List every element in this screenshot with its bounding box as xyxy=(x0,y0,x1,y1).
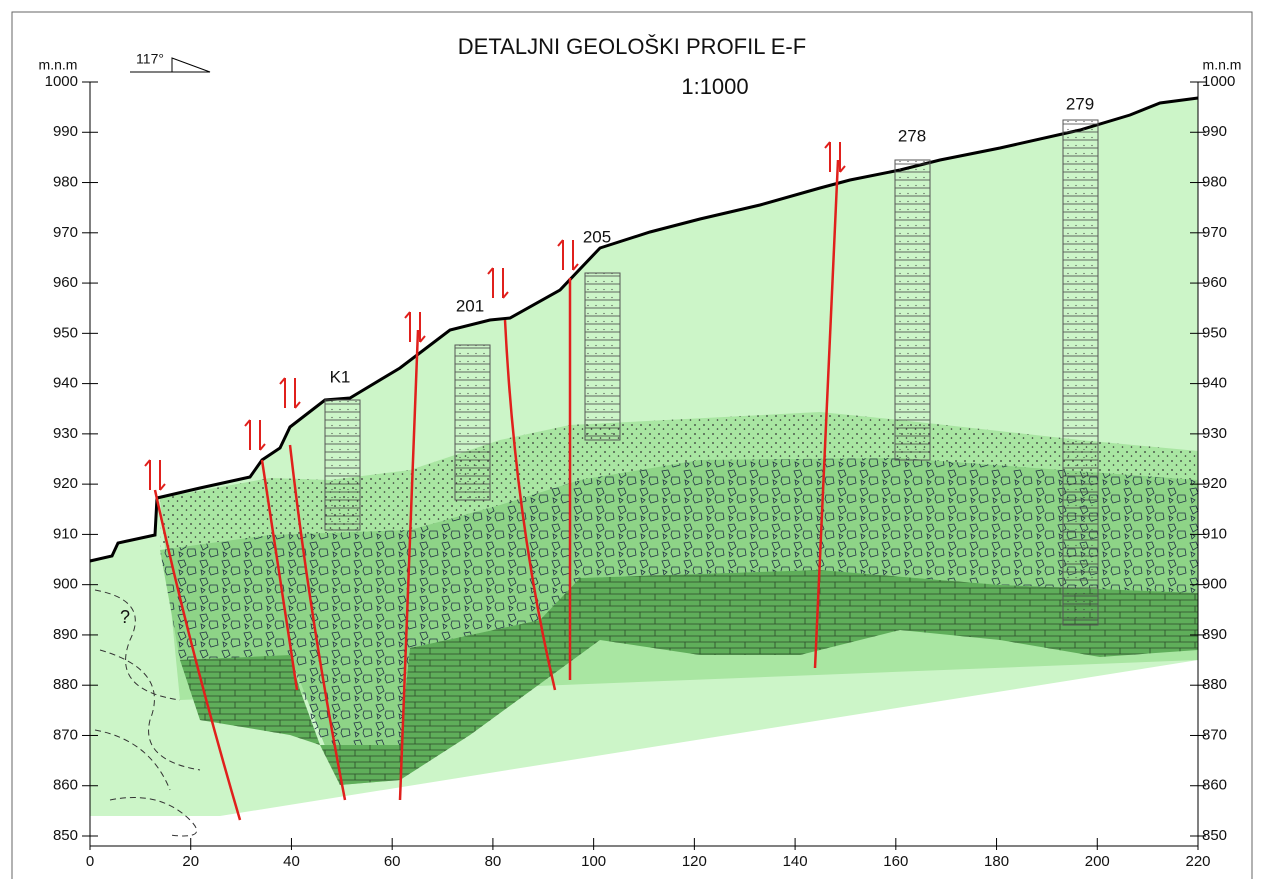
borehole-label: 279 xyxy=(1066,94,1094,113)
borehole xyxy=(455,345,490,500)
y-tick-label: 850 xyxy=(53,827,78,844)
x-tick-label: 120 xyxy=(682,853,707,870)
x-tick-label: 160 xyxy=(883,853,908,870)
y-tick-label: 880 xyxy=(53,676,78,693)
x-tick-label: 60 xyxy=(384,853,401,870)
y-tick-label-right: 880 xyxy=(1202,676,1227,693)
y-tick-label-right: 960 xyxy=(1202,274,1227,291)
y-tick-label-right: 920 xyxy=(1202,475,1227,492)
y-tick-label: 970 xyxy=(53,224,78,241)
title: DETALJNI GEOLOŠKI PROFIL E-F xyxy=(458,34,806,59)
y-tick-label-right: 940 xyxy=(1202,375,1227,392)
borehole-label: 278 xyxy=(898,126,926,145)
y-tick-label-right: 1000 xyxy=(1202,73,1235,90)
borehole-label: K1 xyxy=(330,367,351,386)
borehole xyxy=(895,160,930,460)
y-tick-label-right: 980 xyxy=(1202,174,1227,191)
x-tick-label: 20 xyxy=(182,853,199,870)
y-tick-label-right: 850 xyxy=(1202,827,1227,844)
borehole xyxy=(325,400,360,530)
y-tick-label: 890 xyxy=(53,626,78,643)
orientation: 117° xyxy=(136,51,164,67)
borehole-label: 201 xyxy=(456,296,484,315)
x-tick-label: 40 xyxy=(283,853,300,870)
y-tick-label: 940 xyxy=(53,375,78,392)
y-tick-label: 870 xyxy=(53,726,78,743)
x-tick-label: 140 xyxy=(783,853,808,870)
unknown-zone: ? xyxy=(120,607,130,627)
y-tick-label: 900 xyxy=(53,576,78,593)
borehole xyxy=(585,273,620,440)
y-tick-label-right: 910 xyxy=(1202,525,1227,542)
y-tick-label: 950 xyxy=(53,324,78,341)
y-tick-label: 860 xyxy=(53,777,78,794)
y-axis-label-right: m.n.m xyxy=(1203,57,1242,73)
y-tick-label-right: 930 xyxy=(1202,425,1227,442)
y-tick-label: 990 xyxy=(53,123,78,140)
y-tick-label: 980 xyxy=(53,174,78,191)
x-tick-label: 0 xyxy=(86,853,94,870)
y-tick-label-right: 990 xyxy=(1202,123,1227,140)
borehole xyxy=(1063,120,1098,625)
y-tick-label: 910 xyxy=(53,525,78,542)
y-tick-label-right: 950 xyxy=(1202,324,1227,341)
y-tick-label-right: 900 xyxy=(1202,576,1227,593)
x-tick-label: 220 xyxy=(1185,853,1210,870)
x-tick-label: 80 xyxy=(485,853,502,870)
x-tick-label: 180 xyxy=(984,853,1009,870)
y-tick-label: 960 xyxy=(53,274,78,291)
profile: 117° DETALJNI GEOLOŠKI PROFIL E-F 1:1000… xyxy=(0,0,1264,879)
scale: 1:1000 xyxy=(681,74,748,99)
borehole-label: 205 xyxy=(583,227,611,246)
y-tick-label: 1000 xyxy=(45,73,78,90)
y-tick-label: 930 xyxy=(53,425,78,442)
y-tick-label-right: 860 xyxy=(1202,777,1227,794)
x-tick-label: 100 xyxy=(581,853,606,870)
x-tick-label: 200 xyxy=(1085,853,1110,870)
y-tick-label-right: 870 xyxy=(1202,726,1227,743)
y-axis-label-left: m.n.m xyxy=(39,57,78,73)
y-tick-label: 920 xyxy=(53,475,78,492)
y-tick-label-right: 890 xyxy=(1202,626,1227,643)
y-tick-label-right: 970 xyxy=(1202,224,1227,241)
